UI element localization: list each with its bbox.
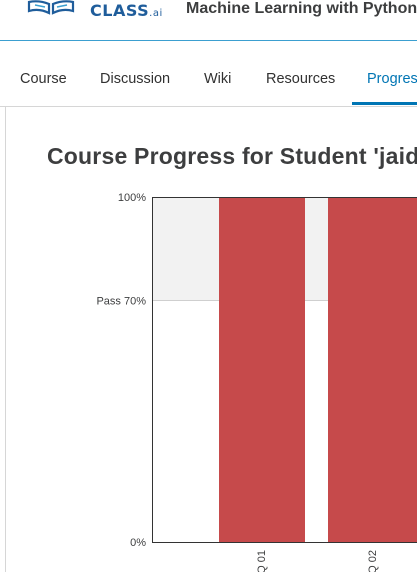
tab-resources[interactable]: Resources bbox=[266, 71, 336, 87]
logo[interactable]: CLASS.ai bbox=[90, 1, 163, 20]
progress-chart: 0% Pass 70% 100% Q 01 Q 02 bbox=[96, 192, 417, 572]
x-tick-label: Q 02 bbox=[367, 550, 379, 572]
tab-wiki[interactable]: Wiki bbox=[204, 71, 232, 87]
x-tick-label: Q 01 bbox=[256, 550, 268, 572]
y-tick-label: Pass 70% bbox=[96, 296, 146, 308]
tab-progress[interactable]: Progress bbox=[367, 71, 417, 87]
course-tabs: Course Discussion Wiki Resources Progres… bbox=[0, 56, 417, 107]
tab-discussion[interactable]: Discussion bbox=[100, 71, 171, 87]
site-header: CLASS.ai Machine Learning with Python bbox=[0, 0, 417, 41]
y-tick-label: 0% bbox=[130, 537, 146, 549]
logo-book-icon[interactable] bbox=[27, 0, 75, 16]
logo-text: CLASS bbox=[90, 1, 150, 20]
logo-suffix: .ai bbox=[149, 8, 163, 19]
page-title: Course Progress for Student 'jaid bbox=[47, 143, 417, 169]
y-tick-label: 100% bbox=[118, 192, 146, 204]
bar-q-02 bbox=[328, 197, 417, 542]
tab-course[interactable]: Course bbox=[20, 71, 67, 87]
active-tab-indicator bbox=[352, 102, 417, 105]
progress-panel: Course Progress for Student 'jaid 0% Pass… bbox=[5, 107, 417, 572]
bar-q-01 bbox=[219, 197, 305, 542]
course-title: Machine Learning with Python bbox=[186, 0, 417, 17]
